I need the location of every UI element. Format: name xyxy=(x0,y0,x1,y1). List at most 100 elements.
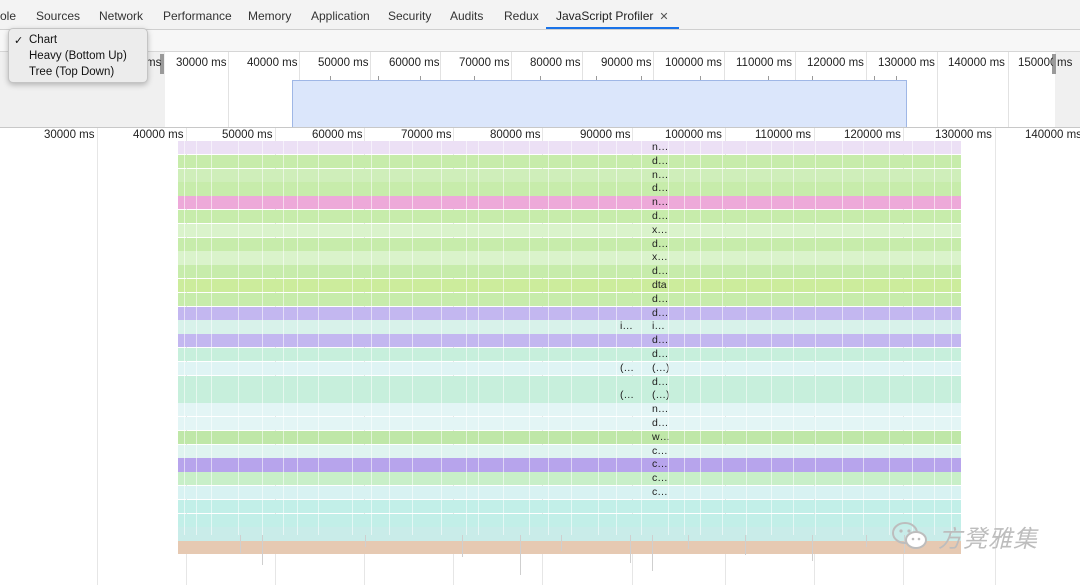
tab-application[interactable]: Application xyxy=(311,0,370,29)
sample-gap-line xyxy=(746,141,747,535)
tab-network[interactable]: Network xyxy=(99,0,143,29)
flame-frame-label[interactable]: d… xyxy=(652,306,669,319)
flame-row[interactable] xyxy=(178,141,961,155)
overview-time-label: 80000 ms xyxy=(530,57,581,69)
tab-memory[interactable]: Memory xyxy=(248,0,291,29)
flame-row[interactable] xyxy=(178,154,961,169)
menu-item-heavy-bottom-up[interactable]: Heavy (Bottom Up) xyxy=(29,50,127,62)
menu-item-chart[interactable]: Chart xyxy=(29,34,58,46)
timeline-overview[interactable]: ms ms 30000 ms 40000 ms 50000 ms 60000 m… xyxy=(0,52,1080,128)
overview-time-label: 90000 ms xyxy=(601,57,652,69)
flame-frame-label[interactable]: d… xyxy=(652,265,669,278)
flame-frame-label[interactable]: d… xyxy=(652,334,669,347)
flame-frame-label[interactable]: n… xyxy=(652,168,669,181)
flame-frame-label[interactable]: (…) xyxy=(652,389,670,402)
overview-tick xyxy=(812,76,813,81)
flame-row[interactable] xyxy=(178,444,961,458)
tab-audits[interactable]: Audits xyxy=(450,0,483,29)
tab-console[interactable]: ole xyxy=(0,0,16,29)
flame-frame-label[interactable]: d… xyxy=(652,210,669,222)
flame-frame-label[interactable]: x… xyxy=(652,251,668,264)
sample-gap-line xyxy=(478,141,479,535)
overview-gridline xyxy=(228,52,229,127)
flame-row[interactable] xyxy=(178,375,961,389)
flame-row[interactable] xyxy=(178,527,961,541)
tab-redux[interactable]: Redux xyxy=(504,0,539,29)
flame-row[interactable] xyxy=(178,306,961,320)
flame-tail-stub xyxy=(745,535,746,555)
sample-gap-line xyxy=(951,141,952,535)
flame-frame-label[interactable]: c… xyxy=(652,472,668,485)
flame-chart[interactable]: n… d… n… d… n… d… x… d… x… d… dta d… d… i… i… d… d… (…) (…… xyxy=(178,141,961,555)
view-type-menu[interactable]: ✓ Chart Heavy (Bottom Up) Tree (Top Down… xyxy=(8,28,148,83)
sample-gap-line xyxy=(616,141,617,535)
overview-tick xyxy=(540,76,541,81)
overview-tick xyxy=(330,76,331,81)
flame-frame-label[interactable]: n… xyxy=(652,196,669,209)
flame-frame-label[interactable]: d… xyxy=(652,154,669,167)
flame-chart-panel[interactable]: 30000 ms 40000 ms 50000 ms 60000 ms 7000… xyxy=(0,128,1080,585)
flame-row[interactable] xyxy=(178,458,961,472)
tab-performance[interactable]: Performance xyxy=(163,0,232,29)
sample-gap-line xyxy=(668,141,669,535)
tab-sources[interactable]: Sources xyxy=(36,0,80,29)
flame-row[interactable] xyxy=(178,182,961,196)
flame-frame-label[interactable]: i… xyxy=(652,320,665,333)
flame-frame-label[interactable]: c… xyxy=(652,486,668,498)
flame-row[interactable] xyxy=(178,361,961,376)
flame-frame-label[interactable]: x… xyxy=(652,223,668,236)
tab-label: Performance xyxy=(163,9,232,23)
watermark-text: 方凳雅集 xyxy=(938,524,1038,553)
flame-row[interactable] xyxy=(178,168,961,182)
flame-frame-label[interactable]: c… xyxy=(652,458,668,471)
tab-security[interactable]: Security xyxy=(388,0,431,29)
flame-row[interactable] xyxy=(178,237,961,251)
flame-row[interactable] xyxy=(178,334,961,348)
flame-frame-label[interactable]: n… xyxy=(652,403,669,416)
timeline-gridline xyxy=(97,128,98,585)
sample-gap-line xyxy=(389,141,390,535)
flame-row[interactable] xyxy=(178,430,961,445)
flame-row[interactable] xyxy=(178,513,961,527)
flame-row[interactable] xyxy=(178,348,961,362)
flame-frame-label[interactable]: d… xyxy=(652,417,669,429)
tab-label: Memory xyxy=(248,9,292,23)
overview-left-handle[interactable] xyxy=(160,54,164,74)
flame-frame-label[interactable]: d… xyxy=(652,375,669,388)
flame-frame-label[interactable]: n… xyxy=(652,141,669,153)
flame-frame-label[interactable]: w… xyxy=(652,430,671,443)
flame-frame-label[interactable]: d… xyxy=(652,237,669,250)
flame-frame-label[interactable]: d… xyxy=(652,292,669,305)
flame-frame-label[interactable]: (… xyxy=(620,361,634,374)
sample-gap-line xyxy=(371,141,372,535)
flame-frame-label[interactable]: (…) xyxy=(652,361,670,374)
flame-row[interactable] xyxy=(178,279,961,293)
tab-label: Application xyxy=(311,9,370,23)
flame-row[interactable] xyxy=(178,223,961,238)
flame-row[interactable] xyxy=(178,486,961,500)
flame-row[interactable] xyxy=(178,472,961,486)
flame-row[interactable] xyxy=(178,320,961,334)
flame-row[interactable] xyxy=(178,417,961,431)
flame-frame-label[interactable]: dta xyxy=(652,279,667,291)
flame-tail-stub xyxy=(866,535,867,547)
flame-row[interactable] xyxy=(178,196,961,210)
overview-right-handle[interactable] xyxy=(1052,54,1056,74)
flame-row[interactable] xyxy=(178,210,961,224)
flame-row[interactable] xyxy=(178,499,961,514)
menu-item-tree-top-down[interactable]: Tree (Top Down) xyxy=(29,66,115,78)
flame-row[interactable] xyxy=(178,292,961,307)
flame-frame-label[interactable]: d… xyxy=(652,182,669,195)
close-icon[interactable]: ✕ xyxy=(659,11,669,23)
flame-row[interactable] xyxy=(178,389,961,403)
flame-row[interactable] xyxy=(178,265,961,279)
flame-frame-label[interactable]: d… xyxy=(652,348,669,360)
flame-frame-label[interactable]: (… xyxy=(620,389,634,402)
flame-row[interactable] xyxy=(178,403,961,417)
flame-row[interactable] xyxy=(178,251,961,265)
flame-row[interactable] xyxy=(178,541,961,555)
overview-time-label: 30000 ms xyxy=(176,57,227,69)
flame-frame-label[interactable]: c… xyxy=(652,444,668,457)
tab-javascript-profiler[interactable]: JavaScript Profiler ✕ xyxy=(546,0,679,29)
flame-frame-label[interactable]: i… xyxy=(620,320,633,333)
